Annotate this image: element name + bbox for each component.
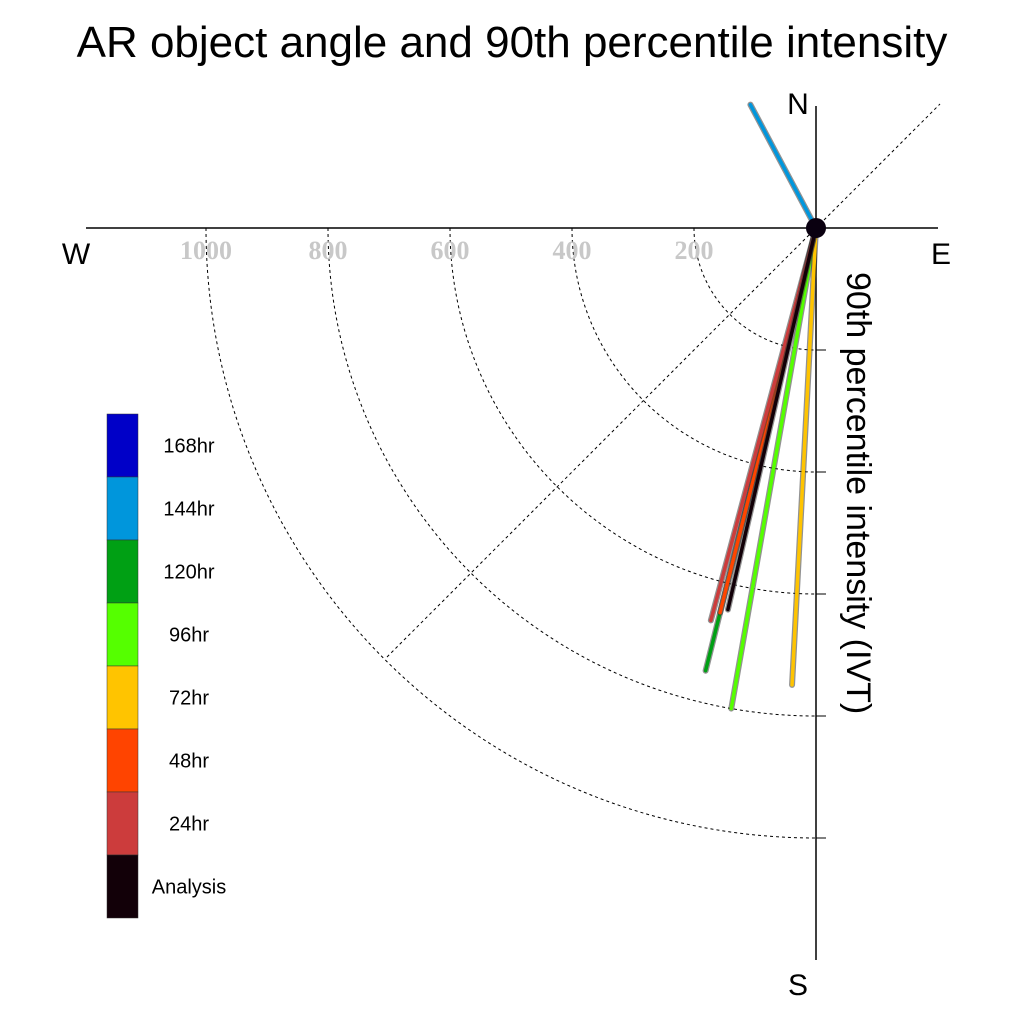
series-lines	[702, 101, 819, 712]
series-line-96hr	[729, 226, 818, 711]
grid-ring-400	[571, 227, 817, 473]
legend-label-144hr: 144hr	[163, 499, 214, 521]
legend-label-168hr: 168hr	[163, 436, 214, 458]
compass-south: S	[788, 969, 808, 1002]
compass-east: E	[931, 238, 951, 271]
legend-swatch-96hr	[106, 602, 139, 667]
legend-swatch-144hr	[106, 476, 139, 541]
legend-swatch-168hr	[106, 413, 139, 478]
legend-swatch-analysis	[106, 854, 139, 919]
legend-swatch-120hr	[106, 539, 139, 604]
legend-swatch-72hr	[106, 665, 139, 730]
legend-label-120hr: 120hr	[163, 562, 214, 584]
series-line-72hr	[790, 226, 818, 687]
ring-label-400: 400	[553, 236, 592, 265]
legend-label-48hr: 48hr	[169, 751, 209, 773]
ring-label-1000: 1000	[180, 236, 232, 265]
legend-label-analysis: Analysis	[152, 877, 226, 899]
chart-title: AR object angle and 90th percentile inte…	[77, 18, 948, 67]
grid-ring-600	[449, 227, 817, 595]
legend-label-24hr: 24hr	[169, 814, 209, 836]
ring-label-800: 800	[309, 236, 348, 265]
compass-west: W	[62, 238, 91, 271]
diagonal-guide	[386, 103, 941, 658]
origin-marker	[806, 218, 826, 238]
ring-label-200: 200	[675, 236, 714, 265]
legend-label-96hr: 96hr	[169, 625, 209, 647]
legend: 168hr 144hr 120hr 96hr 72hr 48hr 24hr Analysis	[106, 413, 226, 919]
polar-grid	[205, 103, 941, 839]
radial-axis-label: 90th percentile intensity (IVT)	[839, 272, 877, 714]
legend-swatch-48hr	[106, 728, 139, 793]
legend-label-72hr: 72hr	[169, 688, 209, 710]
grid-ring-1000	[205, 227, 817, 839]
grid-ring-200	[693, 227, 817, 351]
ring-labels: 200 400 600 800 1000	[180, 236, 714, 265]
grid-ring-800	[327, 227, 817, 717]
ring-label-600: 600	[431, 236, 470, 265]
compass-north: N	[787, 88, 809, 121]
series-line-144hr	[748, 102, 818, 230]
legend-swatch-24hr	[106, 791, 139, 856]
series-line-analysis	[726, 226, 818, 612]
